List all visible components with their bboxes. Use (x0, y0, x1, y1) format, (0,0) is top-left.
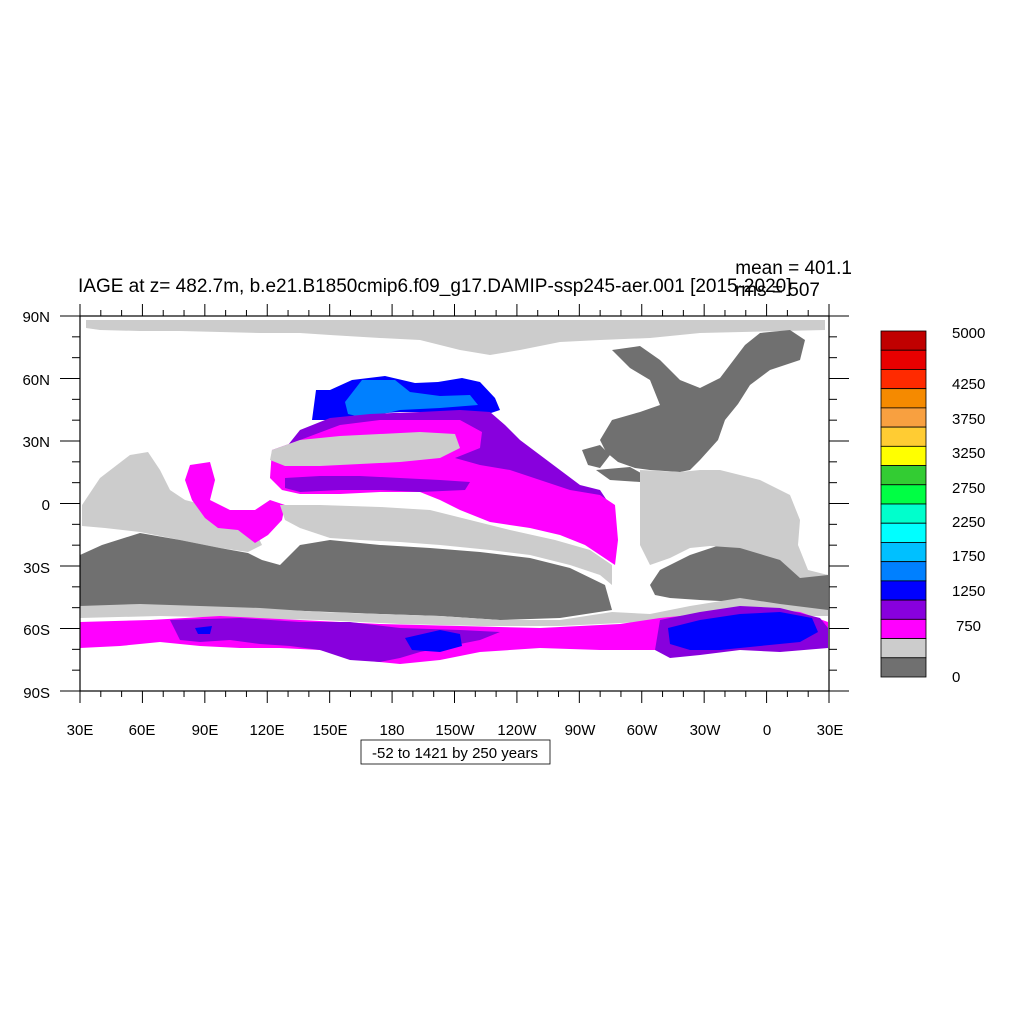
colorbar-swatch (880, 503, 927, 524)
colorbar-swatch (880, 407, 927, 428)
north-atlantic (600, 330, 805, 472)
lon-label-180: 180 (379, 722, 404, 739)
colorbar-label-1750: 1750 (952, 548, 985, 565)
lon-tick-labels: 30E 60E 90E 120E 150E 180 150W 120W 90W … (67, 722, 844, 739)
lon-label-60e: 60E (129, 722, 156, 739)
colorbar-swatch (880, 330, 927, 351)
lon-label-30e-right: 30E (817, 722, 844, 739)
colorbar-swatch (880, 349, 927, 370)
lat-tick-labels: 90N 60N 30N 0 30S 60S 90S (22, 309, 50, 702)
colorbar-swatch (880, 618, 927, 639)
lon-label-60w: 60W (627, 722, 659, 739)
footer-label: -52 to 1421 by 250 years (372, 745, 538, 762)
colorbar-swatch (880, 561, 927, 582)
colorbar-label-4250: 4250 (952, 376, 985, 393)
colorbar-label-1250: 1250 (952, 583, 985, 600)
lon-label-150e: 150E (312, 722, 347, 739)
south-pacific-gray (280, 505, 612, 585)
lon-label-0: 0 (763, 722, 771, 739)
colorbar-swatch (880, 657, 927, 678)
axis-ticks (60, 304, 849, 703)
lon-label-30e: 30E (67, 722, 94, 739)
lat-label-0: 0 (42, 497, 50, 514)
lon-label-90e: 90E (192, 722, 219, 739)
mean-label: mean = 401.1 (735, 258, 852, 279)
colorbar-labels: 5000 4250 3750 3250 2750 2250 1750 1250 … (952, 325, 985, 686)
lon-label-120e: 120E (249, 722, 284, 739)
lat-label-90s: 90S (23, 685, 50, 702)
arctic-region (86, 320, 825, 355)
caribbean (596, 467, 650, 482)
north-pacific-lightblue (345, 380, 478, 418)
colorbar-swatch (880, 522, 927, 543)
south-atlantic-dark (650, 538, 828, 612)
map-field (80, 316, 829, 691)
colorbar-swatch (880, 580, 927, 601)
colorbar-label-3250: 3250 (952, 445, 985, 462)
colorbar-label-2750: 2750 (952, 480, 985, 497)
colorbar-swatch (880, 484, 927, 505)
southern-purple (170, 618, 500, 662)
equatorial-purple-band (285, 476, 470, 492)
lat-label-30n: 30N (22, 434, 50, 451)
colorbar-label-750: 750 (956, 618, 981, 635)
weddell-blue (668, 612, 818, 650)
ross-blue (405, 630, 462, 652)
lat-label-60s: 60S (23, 622, 50, 639)
colorbar-swatch (880, 599, 927, 620)
colorbar-swatch (880, 388, 927, 409)
lon-label-90w: 90W (565, 722, 597, 739)
colorbar-label-3750: 3750 (952, 411, 985, 428)
gulf-of-mexico (582, 445, 610, 468)
rms-label: rms = 507 (735, 280, 820, 301)
lat-label-30s: 30S (23, 560, 50, 577)
colorbar-swatch (880, 369, 927, 390)
colorbar-label-0: 0 (952, 669, 960, 686)
small-blue (195, 626, 212, 634)
north-pacific-gray-band (270, 432, 460, 466)
south-atlantic-gray (640, 470, 828, 578)
colorbar-swatch (880, 445, 927, 466)
southern-gray-strip (80, 598, 828, 626)
lon-label-120w: 120W (497, 722, 537, 739)
lon-label-150w: 150W (435, 722, 475, 739)
lon-label-30w: 30W (690, 722, 722, 739)
footer-label-box (360, 739, 551, 765)
colorbar-swatch (880, 638, 927, 659)
lat-label-90n: 90N (22, 309, 50, 326)
colorbar-swatch (880, 426, 927, 447)
indian-ocean-magenta (185, 462, 285, 543)
plot-title: IAGE at z= 482.7m, b.e21.B1850cmip6.f09_… (78, 276, 791, 297)
southern-ocean-dark (80, 533, 612, 620)
lat-label-60n: 60N (22, 372, 50, 389)
colorbar-label-2250: 2250 (952, 514, 985, 531)
colorbar (880, 330, 927, 678)
colorbar-label-5000: 5000 (952, 325, 985, 342)
colorbar-swatch (880, 542, 927, 563)
colorbar-swatch (880, 465, 927, 486)
